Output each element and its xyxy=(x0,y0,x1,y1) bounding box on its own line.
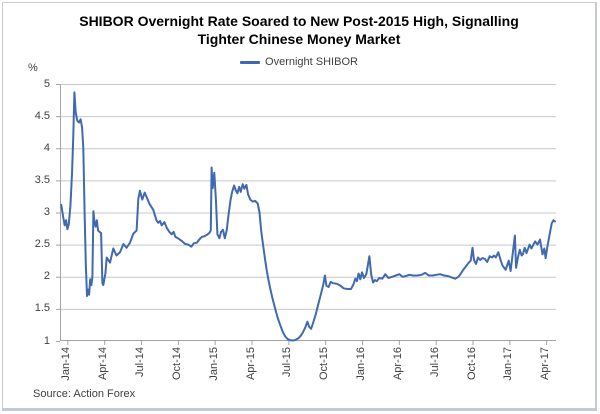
y-tick-label: 2 xyxy=(43,270,50,283)
y-tick-label: 2.5 xyxy=(34,238,50,251)
y-tick-label: 5 xyxy=(43,77,50,90)
legend: Overnight SHIBOR xyxy=(3,55,595,69)
x-tick-label: Oct-16 xyxy=(465,347,478,381)
x-tick-label: Apr-14 xyxy=(97,347,110,381)
y-tick-label: 4 xyxy=(43,141,50,154)
x-tick-label: Jul-16 xyxy=(428,347,441,377)
source-note: Source: Action Forex xyxy=(33,388,136,400)
x-tick-label: Jul-14 xyxy=(134,347,147,377)
y-tick-label: 3 xyxy=(43,206,50,218)
y-tick-label: 1 xyxy=(43,334,50,347)
x-tick-label: Jan-14 xyxy=(60,347,73,381)
x-tick-label: Jan-16 xyxy=(355,347,368,381)
chart-title: SHIBOR Overnight Rate Soared to New Post… xyxy=(49,12,549,48)
shibor-line-series xyxy=(60,91,556,342)
x-tick-label: Jan-17 xyxy=(502,347,515,381)
y-axis-unit-label: % xyxy=(28,62,38,74)
x-tick-label: Jan-15 xyxy=(207,347,220,381)
x-tick-label: Oct-14 xyxy=(170,347,183,381)
y-tick-label: 1.5 xyxy=(34,302,50,315)
chart-title-line-2: Tighter Chinese Money Market xyxy=(197,31,401,47)
y-tick-label: 4.5 xyxy=(34,109,50,122)
y-tick-label: 3.5 xyxy=(34,173,50,186)
plot-area xyxy=(56,84,556,345)
x-tick-label: Apr-16 xyxy=(391,347,404,381)
x-tick-label: Apr-15 xyxy=(244,347,257,381)
legend-line-swatch xyxy=(240,60,261,64)
x-tick-label: Apr-17 xyxy=(539,347,552,381)
x-tick-label: Oct-15 xyxy=(318,347,331,381)
x-tick-label: Jul-15 xyxy=(281,347,294,377)
legend-label: Overnight SHIBOR xyxy=(265,56,358,68)
chart-frame: SHIBOR Overnight Rate Soared to New Post… xyxy=(2,2,597,411)
chart-title-line-1: SHIBOR Overnight Rate Soared to New Post… xyxy=(79,13,519,29)
